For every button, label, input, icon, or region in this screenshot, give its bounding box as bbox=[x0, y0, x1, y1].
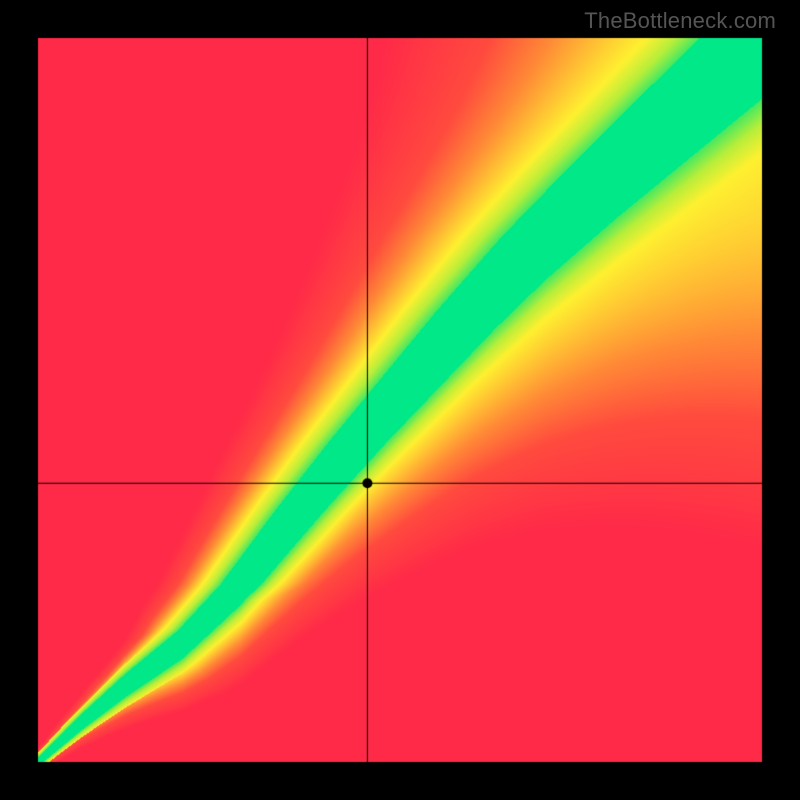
watermark-text: TheBottleneck.com bbox=[584, 8, 776, 34]
bottleneck-heatmap-canvas bbox=[0, 0, 800, 800]
chart-container: TheBottleneck.com bbox=[0, 0, 800, 800]
